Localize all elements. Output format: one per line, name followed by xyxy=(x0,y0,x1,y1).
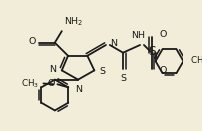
Text: O: O xyxy=(47,79,55,88)
Text: CH$_3$: CH$_3$ xyxy=(189,55,202,67)
Text: O: O xyxy=(28,37,35,46)
Text: O: O xyxy=(159,31,166,39)
Text: N: N xyxy=(75,85,82,94)
Text: O: O xyxy=(159,66,166,75)
Text: N: N xyxy=(49,65,56,74)
Text: S: S xyxy=(147,45,155,58)
Text: S: S xyxy=(119,74,125,83)
Text: S: S xyxy=(99,67,105,76)
Text: CH$_3$: CH$_3$ xyxy=(21,77,39,90)
Text: NH: NH xyxy=(131,31,145,40)
Text: NH$_2$: NH$_2$ xyxy=(64,16,83,28)
Text: N: N xyxy=(109,39,116,48)
